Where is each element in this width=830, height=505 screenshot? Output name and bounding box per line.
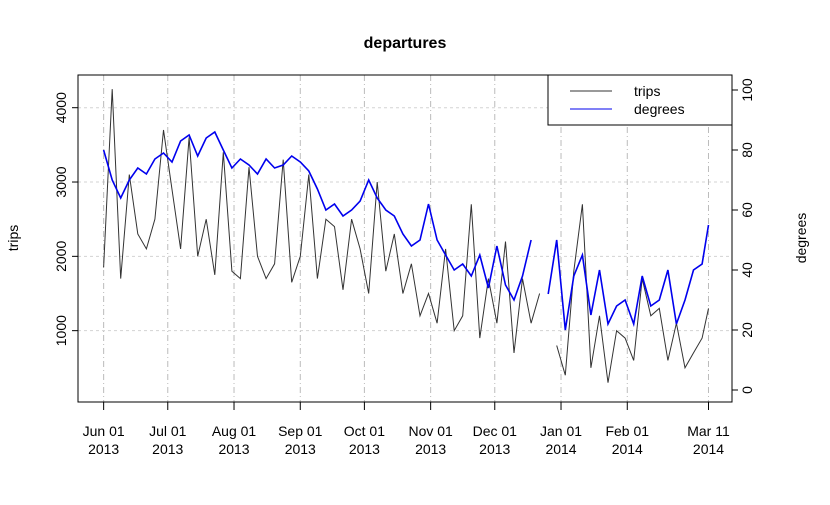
series-line — [102, 130, 532, 302]
y-tick-label: 1000 — [53, 315, 69, 346]
plot-frame — [77, 74, 733, 403]
legend-box — [547, 74, 733, 126]
y2-tick-label: 60 — [739, 202, 755, 218]
y-tick-label: 2000 — [53, 241, 69, 272]
chart-title: departures — [364, 35, 447, 52]
y2-tick-label: 0 — [739, 386, 755, 394]
x-tick-label: Nov 01 2013 — [408, 423, 453, 457]
x-tick-label: Jan 01 2014 — [540, 423, 582, 457]
legend-label: trips — [634, 83, 660, 99]
x-tick-label: Jun 01 2013 — [83, 423, 125, 457]
series-line — [556, 204, 709, 383]
x-tick-label: Sep 01 2013 — [278, 423, 323, 457]
y-tick-label: 3000 — [53, 166, 69, 197]
y-tick-label: 4000 — [53, 92, 69, 123]
y2-tick-label: 40 — [739, 262, 755, 278]
x-tick-label: Oct 01 2013 — [344, 423, 385, 457]
x-tick-label: Mar 11 2014 — [687, 423, 730, 457]
series-line — [103, 89, 541, 353]
x-tick-label: Aug 01 2013 — [212, 423, 257, 457]
x-tick-label: Jul 01 2013 — [149, 423, 187, 457]
x-tick-label: Dec 01 2013 — [473, 423, 518, 457]
x-tick-label: Feb 01 2014 — [605, 423, 649, 457]
y2-tick-label: 80 — [739, 142, 755, 158]
y2-axis-label: degrees — [793, 213, 809, 264]
y-axis-label: trips — [5, 225, 21, 251]
series-line — [547, 224, 710, 331]
legend-label: degrees — [634, 101, 685, 117]
y2-tick-label: 100 — [739, 78, 755, 102]
y2-tick-label: 20 — [739, 322, 755, 338]
